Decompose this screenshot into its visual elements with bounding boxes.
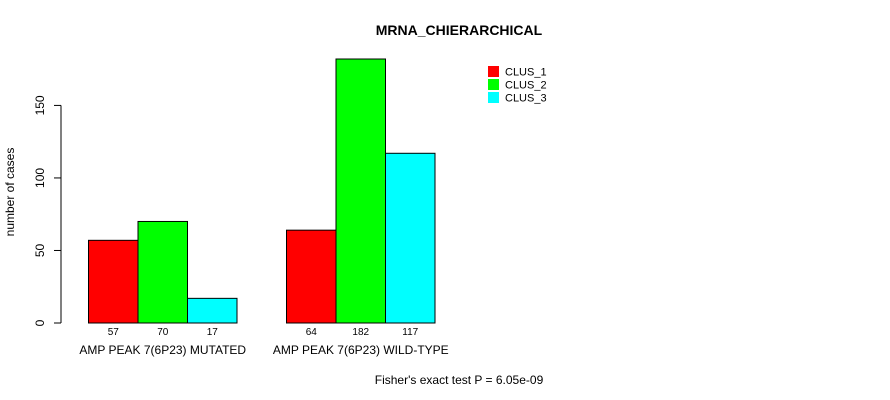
fisher-test-annotation: Fisher's exact test P = 6.05e-09 xyxy=(375,373,544,387)
chart-title: MRNA_CHIERARCHICAL xyxy=(376,22,543,38)
bar-value-label: 57 xyxy=(108,327,120,338)
bar-value-label: 182 xyxy=(352,327,369,338)
bar-clus-1-group-2 xyxy=(286,229,337,324)
bar-clus-3-group-1 xyxy=(187,297,238,324)
bars xyxy=(88,58,436,324)
bar-value-label: 70 xyxy=(157,327,169,338)
y-axis-label: number of cases xyxy=(3,148,17,237)
bar-value-label: 64 xyxy=(306,327,318,338)
y-axis: 0 50 100 150 xyxy=(33,95,62,326)
legend-swatch-clus-1 xyxy=(488,66,499,77)
y-tick-label: 0 xyxy=(33,319,47,326)
y-tick-label: 150 xyxy=(33,95,47,115)
bar-clus-1-group-1 xyxy=(88,239,139,324)
bar-value-label: 117 xyxy=(402,327,418,338)
category-labels: AMP PEAK 7(6P23) MUTATED AMP PEAK 7(6P23)… xyxy=(79,343,448,357)
category-label-2: AMP PEAK 7(6P23) WILD-TYPE xyxy=(273,343,449,357)
bar-clus-2-group-1 xyxy=(137,220,188,324)
legend-label: CLUS_2 xyxy=(505,80,547,92)
y-tick-label: 100 xyxy=(33,168,47,188)
legend-label: CLUS_1 xyxy=(505,67,547,79)
y-tick-label: 50 xyxy=(33,243,47,257)
legend-label: CLUS_3 xyxy=(505,93,547,105)
bar-value-label: 17 xyxy=(207,327,219,338)
legend-swatch-clus-2 xyxy=(488,79,499,90)
value-labels: 57 70 17 64 182 117 xyxy=(108,327,419,338)
bar-clus-2-group-2 xyxy=(335,58,386,324)
category-label-1: AMP PEAK 7(6P23) MUTATED xyxy=(79,343,246,357)
bar-clus-3-group-2 xyxy=(385,152,436,324)
legend-swatch-clus-3 xyxy=(488,92,499,103)
